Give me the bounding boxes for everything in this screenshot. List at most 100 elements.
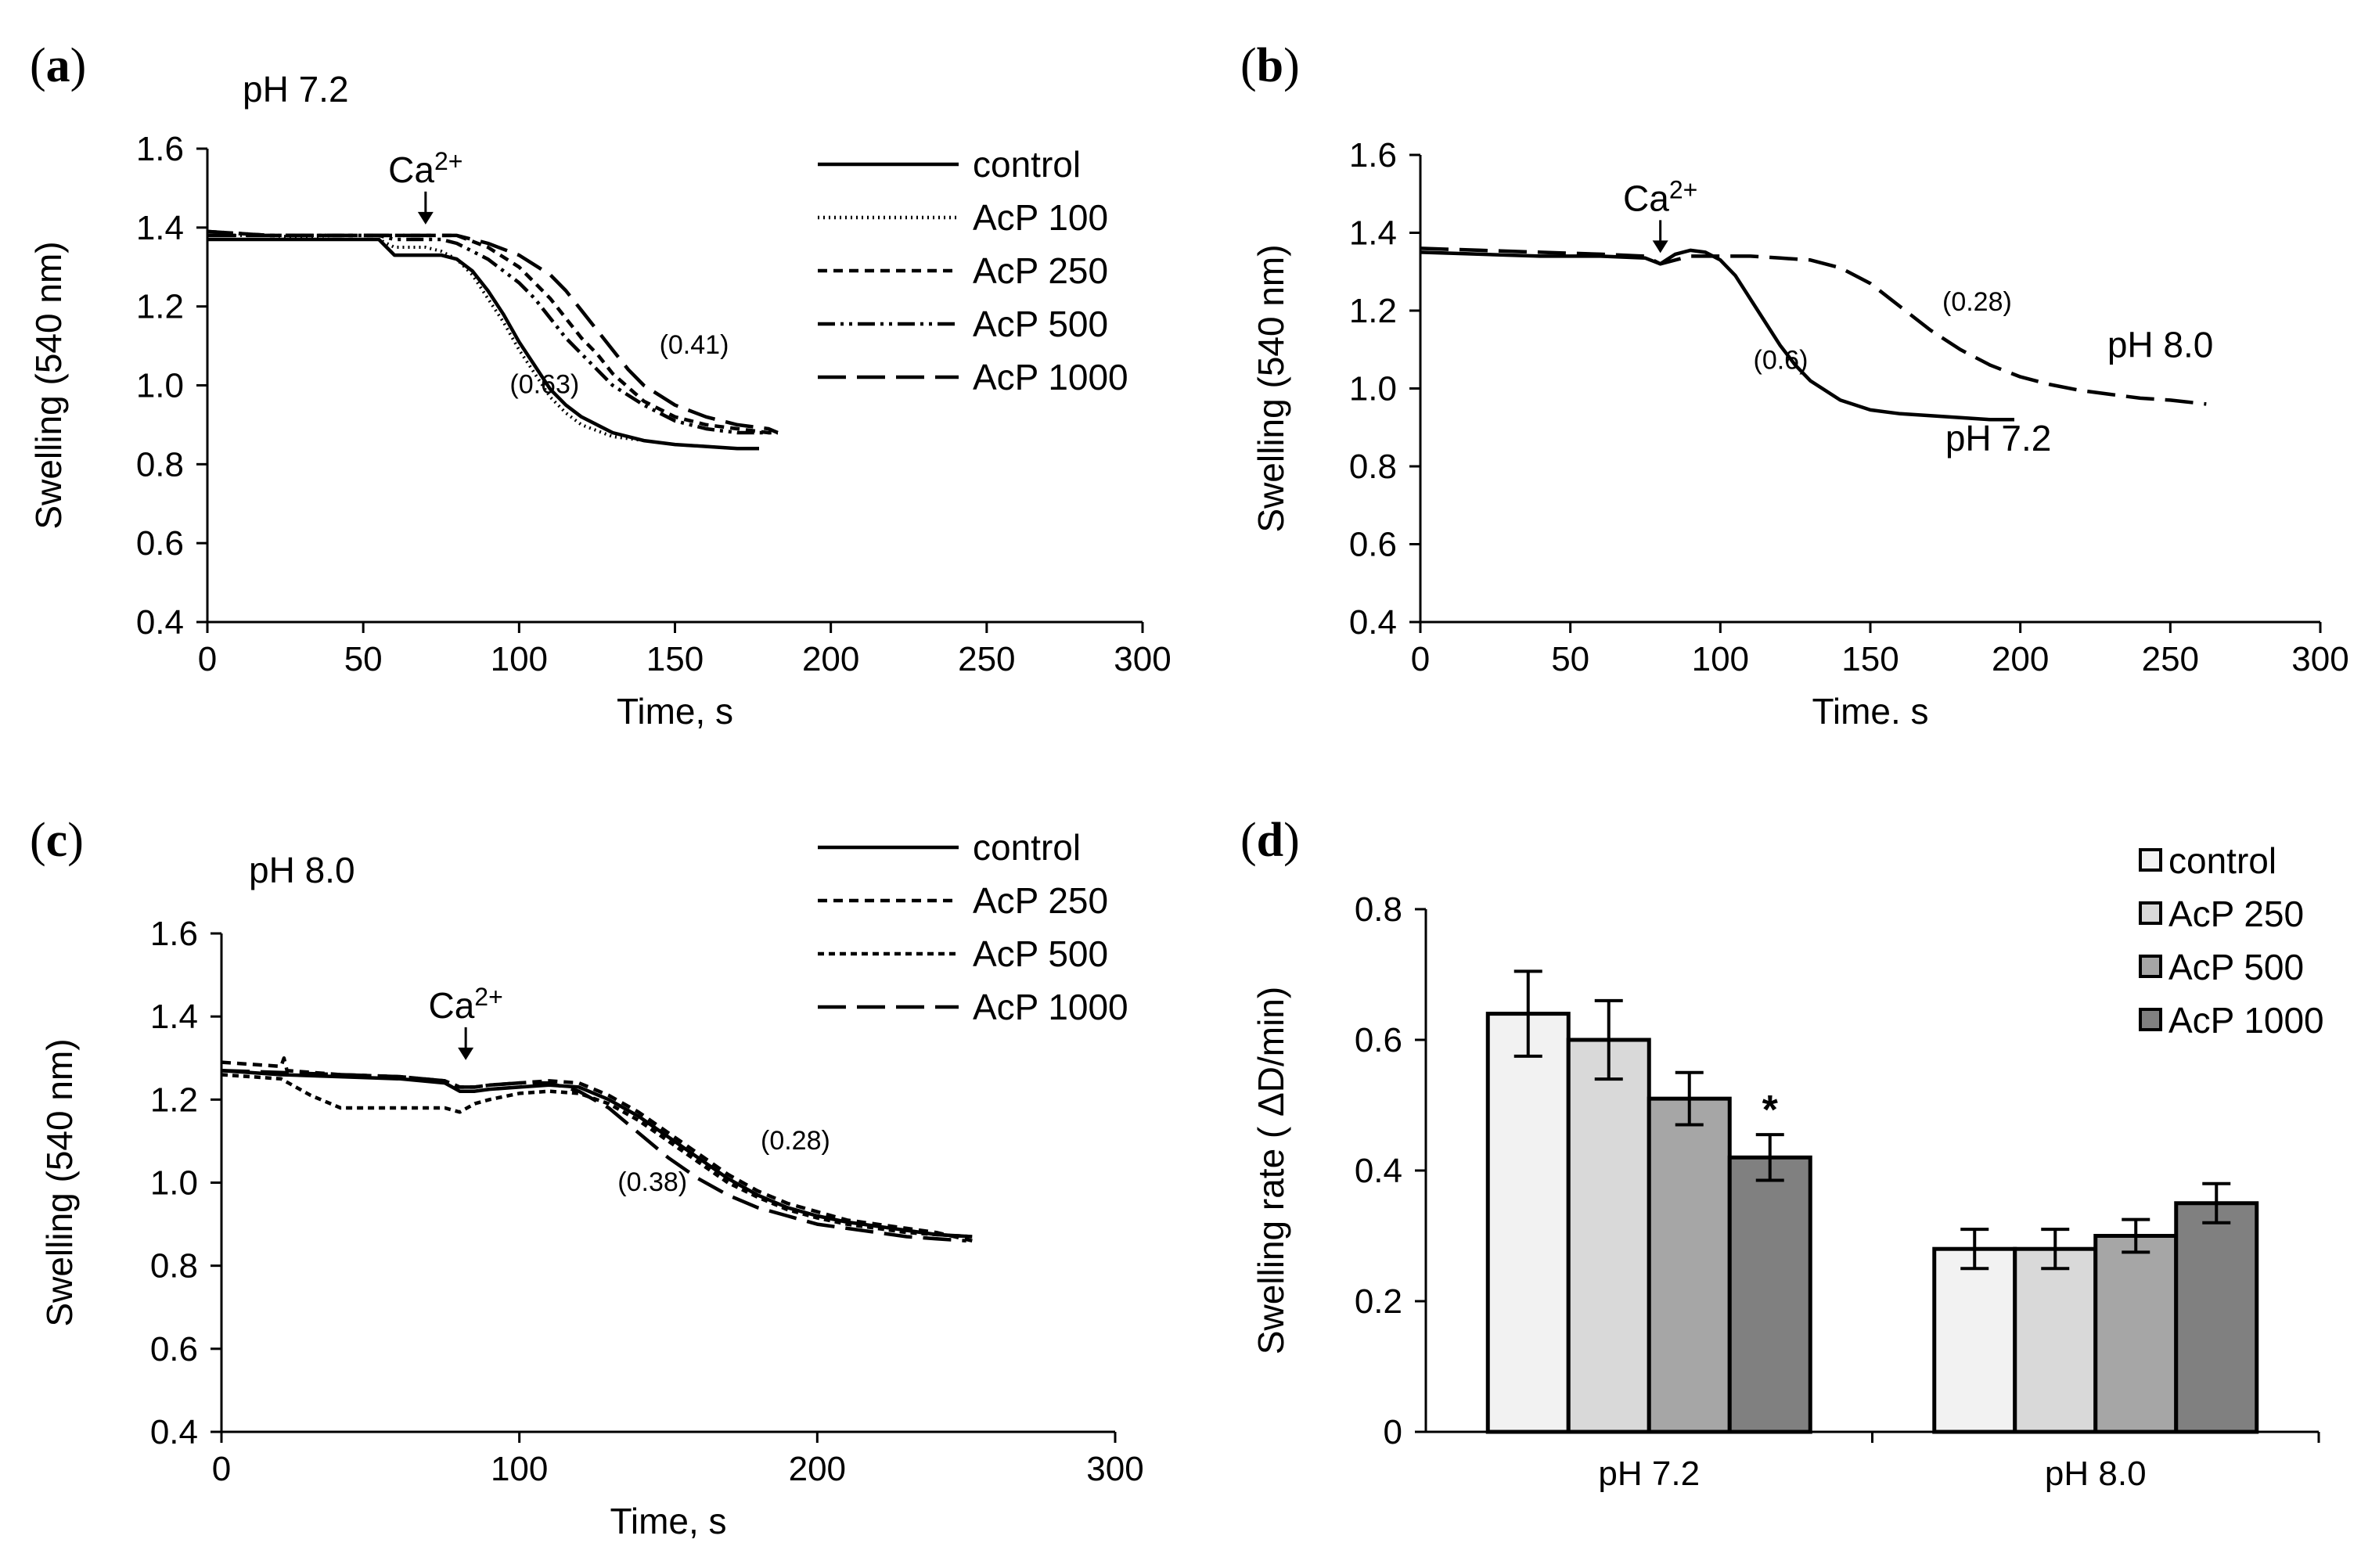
a-ca-arrow-head [417, 211, 434, 225]
panel-label-c: (c) [30, 814, 84, 867]
chart-b: 0.4 0.6 0.8 1.0 1.2 1.4 1.6 0 50 100 150 200 250 300 T… [1251, 136, 2349, 732]
b-x-tick-label: 150 [1841, 640, 1899, 678]
b-y-tick-label: 0.6 [1349, 526, 1397, 564]
a-y-tick-label: 1.2 [136, 288, 184, 326]
b-series-ph-7.2 [1420, 248, 2014, 422]
a-y-tick-label: 0.6 [136, 524, 184, 563]
chart-a: 0.4 0.6 0.8 1.0 1.2 1.4 1.6 0 50 100 150 200 250 300 T… [28, 130, 1172, 732]
a-x-tick-label: 150 [646, 640, 704, 678]
b-y-tick-label: 1.2 [1349, 292, 1397, 330]
a-legend-label: AcP 1000 [973, 357, 1128, 397]
chart-c: 0.4 0.6 0.8 1.0 1.2 1.4 1.6 0 100 200 300 Time, s Sw… [39, 827, 1144, 1541]
c-x-tick-label: 100 [491, 1450, 548, 1488]
d-bar [1727, 1155, 1812, 1434]
c-legend-label: control [973, 827, 1081, 868]
d-legend-label: AcP 250 [2168, 894, 2304, 934]
d-category-label: pH 7.2 [1598, 1455, 1700, 1493]
d-legend-swatch [2139, 901, 2162, 925]
b-ca-label: Ca2+ [1623, 175, 1697, 218]
b-rate-label: (0.6) [1754, 346, 1809, 376]
d-legend-swatch [2139, 1008, 2162, 1031]
c-y-tick-label: 0.6 [150, 1330, 198, 1368]
c-y-tick-label: 1.4 [150, 998, 198, 1036]
c-x-tick-label: 200 [789, 1450, 846, 1488]
b-y-axis-title: Swelling (540 nm) [1251, 244, 1291, 532]
c-y-tick-label: 1.0 [150, 1164, 198, 1203]
a-x-tick-label: 50 [344, 640, 383, 678]
b-x-tick-label: 50 [1551, 640, 1589, 678]
b-y-tick-label: 1.0 [1349, 370, 1397, 408]
c-legend-label: AcP 500 [973, 933, 1108, 974]
c-y-tick-label: 1.2 [150, 1081, 198, 1119]
a-rate-label: (0.41) [660, 330, 729, 360]
c-series-control [221, 1068, 973, 1239]
d-legend-label: AcP 500 [2168, 947, 2304, 987]
c-x-tick-label: 0 [212, 1450, 231, 1488]
c-rate-label: (0.38) [617, 1167, 687, 1197]
chart-d: 0 0.2 0.4 0.6 0.8 Swelling rate ( ΔD/min) pH 7… [1251, 840, 2324, 1493]
d-category-label: pH 8.0 [2045, 1455, 2147, 1493]
b-x-tick-label: 200 [1992, 640, 2049, 678]
a-rate-label: (0.63) [509, 370, 579, 400]
c-series-acp-250 [221, 1056, 973, 1243]
a-x-tick-label: 250 [958, 640, 1015, 678]
panel-c-subtitle: pH 8.0 [249, 850, 355, 890]
a-y-tick-label: 0.8 [136, 445, 184, 484]
d-y-tick-label: 0 [1384, 1413, 1402, 1451]
d-y-tick-label: 0.4 [1355, 1152, 1402, 1190]
b-x-axis-title: Time. s [1812, 691, 1928, 732]
d-legend-swatch [2139, 955, 2162, 978]
d-bar [2093, 1234, 2179, 1434]
c-ca-label: Ca2+ [428, 983, 502, 1026]
panel-label-a: (a) [30, 39, 86, 92]
c-legend-label: AcP 1000 [973, 987, 1128, 1027]
c-ca-arrow-head [458, 1047, 474, 1060]
a-x-tick-label: 100 [491, 640, 548, 678]
d-bar [2013, 1246, 2098, 1434]
c-y-axis-title: Swelling (540 nm) [39, 1038, 80, 1326]
b-y-tick-label: 0.4 [1349, 603, 1397, 642]
d-y-axis-title: Swelling rate ( ΔD/min) [1251, 987, 1291, 1354]
b-line-label: pH 7.2 [1945, 418, 2052, 459]
b-y-tick-label: 0.8 [1349, 448, 1397, 486]
a-legend-label: AcP 500 [973, 304, 1108, 344]
c-y-tick-label: 0.8 [150, 1247, 198, 1286]
c-y-tick-label: 1.6 [150, 915, 198, 953]
a-series-acp-100 [207, 233, 759, 451]
b-x-tick-label: 0 [1411, 640, 1430, 678]
d-bar [1932, 1246, 2017, 1434]
d-legend-swatch [2139, 848, 2162, 872]
c-legend-label: AcP 250 [973, 880, 1108, 921]
a-legend-label: control [973, 144, 1081, 185]
b-x-tick-label: 100 [1692, 640, 1749, 678]
c-series-acp-500 [221, 1073, 973, 1239]
b-x-tick-label: 300 [2291, 640, 2348, 678]
d-y-tick-label: 0.6 [1355, 1021, 1402, 1059]
c-x-tick-label: 300 [1086, 1450, 1143, 1488]
c-y-tick-label: 0.4 [150, 1413, 198, 1451]
panel-a-subtitle: pH 7.2 [243, 69, 349, 110]
d-significance-marker: * [1762, 1088, 1779, 1133]
a-legend-label: AcP 250 [973, 250, 1108, 291]
d-legend-label: control [2168, 840, 2276, 881]
panel-label-d: (d) [1240, 814, 1300, 867]
panel-label-b: (b) [1240, 39, 1300, 92]
a-legend-label: AcP 100 [973, 197, 1108, 238]
c-x-axis-title: Time, s [610, 1501, 726, 1541]
b-x-tick-label: 250 [2142, 640, 2199, 678]
a-x-tick-label: 200 [802, 640, 859, 678]
b-rate-label: (0.28) [1942, 287, 2012, 317]
a-y-tick-label: 1.6 [136, 130, 184, 168]
d-y-tick-label: 0.8 [1355, 890, 1402, 929]
d-bar [1485, 1012, 1571, 1434]
b-ca-arrow-head [1652, 240, 1668, 254]
a-y-axis-title: Swelling (540 nm) [28, 241, 69, 529]
b-line-label: pH 8.0 [2107, 325, 2214, 365]
d-bar [2174, 1201, 2259, 1434]
a-y-tick-label: 1.0 [136, 367, 184, 405]
a-series-acp-250 [207, 229, 778, 435]
c-rate-label: (0.28) [761, 1126, 830, 1156]
a-x-tick-label: 300 [1114, 640, 1171, 678]
b-y-tick-label: 1.4 [1349, 214, 1397, 253]
